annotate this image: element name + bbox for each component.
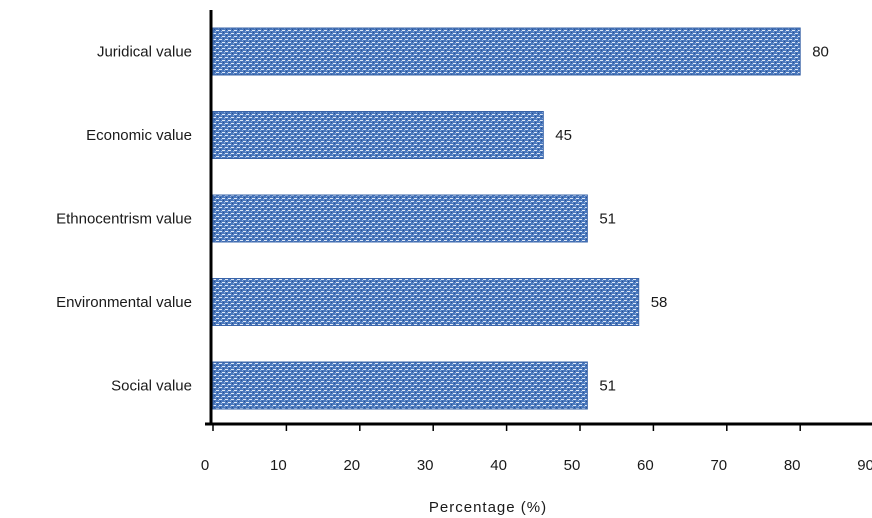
x-axis-title: Percentage (%) [429,499,547,516]
bar-value-label: 58 [651,294,668,311]
x-tick-label: 50 [564,457,581,474]
x-tick-label: 40 [490,457,507,474]
category-label: Juridical value [97,44,192,61]
bar [212,361,588,410]
category-label: Economic value [86,127,192,144]
x-tick-label: 90 [857,457,872,474]
x-tick-label: 30 [417,457,434,474]
category-label: Environmental value [56,294,192,311]
x-tick-label: 0 [201,457,209,474]
bar [212,194,588,243]
bar [212,278,640,326]
x-tick-label: 60 [637,457,654,474]
x-tick-label: 20 [343,457,360,474]
bar [212,111,544,159]
x-tick-label: 70 [710,457,727,474]
category-label: Social value [111,378,192,395]
bar-value-label: 45 [555,127,572,144]
bar-value-label: 80 [812,44,829,61]
bar [212,27,801,76]
x-tick-label: 10 [270,457,287,474]
category-label: Ethnocentrism value [56,211,192,228]
x-tick-label: 80 [784,457,801,474]
bar-value-label: 51 [599,378,616,395]
bar-value-label: 51 [599,211,616,228]
